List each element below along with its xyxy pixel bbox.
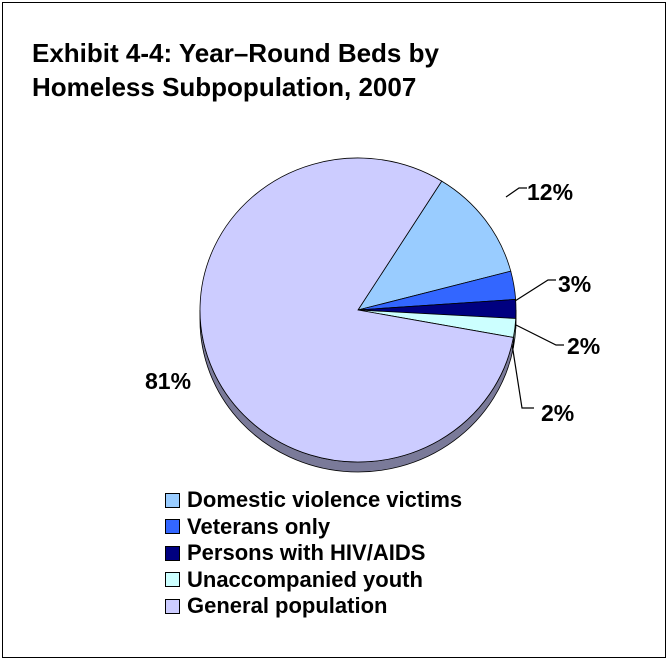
- chart-title-line-1: Exhibit 4-4: Year–Round Beds by: [32, 38, 439, 68]
- data-label-1: 3%: [558, 271, 591, 297]
- legend-swatch: [165, 492, 180, 508]
- chart-title: Exhibit 4-4: Year–Round Beds by Homeless…: [32, 36, 592, 104]
- pie-slice-domestic-violence-victims: [357, 180, 512, 311]
- chart-title-line-2: Homeless Subpopulation, 2007: [32, 72, 417, 102]
- data-label-0: 12%: [527, 179, 573, 205]
- legend-item: Domestic violence victims: [165, 487, 462, 514]
- legend-label: General population: [187, 593, 388, 619]
- pie-slices: [199, 157, 517, 463]
- legend-label: Veterans only: [187, 513, 331, 539]
- leader-line-1: [514, 279, 556, 302]
- legend-label: Persons with HIV/AIDS: [187, 540, 426, 566]
- pie-data-labels: 12% 3% 2% 2% 81%: [145, 179, 600, 426]
- legend-swatch: [165, 545, 180, 561]
- legend-swatch: [165, 519, 180, 535]
- legend-swatch: [165, 572, 180, 588]
- legend-item: Unaccompanied youth: [165, 567, 462, 594]
- data-label-4: 81%: [145, 368, 191, 394]
- leader-line-0: [505, 187, 527, 198]
- legend-item: General population: [165, 593, 462, 620]
- pie-leader-lines: [505, 187, 564, 409]
- legend-label: Unaccompanied youth: [187, 566, 423, 592]
- legend-label: Domestic violence victims: [187, 487, 463, 513]
- leader-line-2: [515, 324, 564, 346]
- pie-slice-general-population: [199, 157, 514, 463]
- legend-item: Persons with HIV/AIDS: [165, 540, 462, 567]
- leader-line-3: [511, 343, 534, 409]
- legend-swatch: [165, 598, 180, 614]
- data-label-3: 2%: [541, 400, 574, 426]
- legend-item: Veterans only: [165, 514, 462, 541]
- chart-legend: Domestic violence victims Veterans only Pe…: [165, 487, 462, 620]
- data-label-2: 2%: [567, 333, 600, 359]
